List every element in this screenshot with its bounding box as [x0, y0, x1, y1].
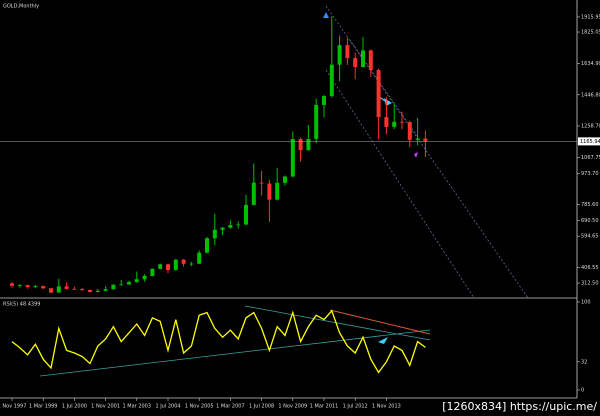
- candle-body: [88, 290, 92, 293]
- x-tick-label: 1 Mar 2007: [216, 404, 245, 410]
- candle-body: [290, 139, 295, 177]
- trend-line: [39, 329, 431, 377]
- x-tick-label: 1 Jul 2012: [343, 404, 368, 410]
- candle-body: [142, 275, 147, 280]
- candle-body: [259, 182, 264, 184]
- candle-body: [345, 45, 350, 59]
- candle-body: [283, 176, 287, 183]
- candle-body: [189, 263, 194, 265]
- candle-body: [111, 284, 116, 290]
- price-label: 1165.94: [580, 139, 600, 145]
- candle-body: [197, 252, 202, 264]
- trend-line: [244, 305, 431, 341]
- x-tick-label: 1 Mar 1999: [29, 404, 58, 410]
- candle-body: [376, 70, 381, 118]
- y-tick-label: 594.65: [581, 234, 599, 240]
- x-tick-label: 1 Jul 2008: [249, 404, 274, 410]
- y-tick-label: 32: [581, 359, 587, 365]
- y-tick-label: 100: [581, 300, 591, 306]
- y-tick-label: 1915.95: [581, 14, 600, 20]
- candle-body: [275, 182, 280, 200]
- candle-body: [228, 224, 233, 228]
- candle-body: [41, 286, 46, 289]
- channel-line: [325, 69, 475, 299]
- y-tick-label: 785.60: [581, 202, 599, 208]
- price-label-box: [578, 137, 600, 146]
- chart-title: GOLD,Monthly: [3, 4, 39, 10]
- candle-body: [10, 283, 14, 286]
- candle-body: [415, 138, 420, 140]
- candle-body: [33, 286, 38, 288]
- candle-body: [267, 183, 272, 200]
- x-tick-label: 1 Nov 2013: [372, 404, 401, 410]
- y-tick-label: 406.55: [581, 265, 599, 271]
- candle-body: [150, 268, 155, 276]
- candle-body: [166, 264, 170, 270]
- candle-body: [158, 264, 163, 269]
- candle-body: [251, 182, 256, 205]
- y-tick-label: 1067.75: [581, 155, 600, 161]
- candle-body: [80, 289, 85, 291]
- candle-body: [322, 96, 326, 105]
- channel-line: [325, 5, 529, 299]
- y-tick-label: 1825.05: [581, 30, 600, 36]
- x-tick-label: 1 Nov 2005: [185, 404, 214, 410]
- candle-body: [329, 64, 334, 97]
- y-tick-label: 1634.90: [581, 61, 600, 67]
- candle-body: [25, 285, 30, 288]
- x-tick-label: 1 Nov 2001: [91, 404, 120, 410]
- y-tick-label: 973.70: [581, 171, 599, 177]
- y-tick-label: 690.50: [581, 218, 599, 224]
- candle-body: [72, 288, 77, 290]
- candle-body: [64, 286, 69, 289]
- candle-body: [392, 121, 397, 127]
- candle-body: [220, 227, 225, 230]
- candle-body: [212, 229, 217, 239]
- trend-line: [329, 309, 431, 335]
- candle-body: [368, 50, 373, 71]
- arrow: [378, 337, 388, 344]
- arrow: [414, 152, 418, 158]
- candle-body: [407, 122, 412, 140]
- watermark: [1260x834] https://upic.me/: [442, 400, 597, 413]
- candle-body: [400, 121, 404, 123]
- y-tick-label: 1258.70: [581, 123, 600, 129]
- y-tick-label: 1446.80: [581, 92, 600, 98]
- candle-body: [337, 45, 342, 65]
- candle-body: [17, 285, 22, 286]
- candle-body: [119, 284, 124, 286]
- candle-body: [173, 259, 178, 270]
- x-tick-label: 1 Mar 2011: [310, 404, 339, 410]
- candle-body: [384, 117, 389, 127]
- candle-body: [423, 138, 428, 142]
- candle-body: [236, 224, 241, 226]
- rsi-line: [11, 309, 426, 374]
- candle-body: [181, 259, 186, 264]
- candle-body: [49, 288, 53, 293]
- y-tick-label: 312.50: [581, 280, 599, 286]
- candle-body: [244, 204, 248, 225]
- x-tick-label: 1 Nov 2009: [278, 404, 307, 410]
- candle-body: [134, 279, 139, 283]
- candle-body: [306, 138, 311, 151]
- candle-body: [56, 286, 61, 293]
- x-tick-label: 1 Mar 2003: [123, 404, 152, 410]
- x-tick-label: 1 Jul 2004: [155, 404, 180, 410]
- candle-body: [361, 50, 365, 68]
- candle-body: [205, 238, 209, 253]
- indicator-title: RSI(5) 48.4399: [3, 302, 40, 308]
- candle-body: [353, 58, 358, 68]
- candle-body: [314, 104, 319, 139]
- x-tick-label: 1 Jul 2000: [62, 404, 87, 410]
- candle-body: [298, 139, 303, 151]
- candle-body: [127, 282, 131, 285]
- candle-body: [103, 289, 108, 291]
- candle-body: [95, 290, 100, 293]
- arrow: [323, 12, 329, 18]
- y-tick-label: 0: [581, 388, 584, 394]
- x-tick-label: 1 Nov 1997: [0, 404, 26, 410]
